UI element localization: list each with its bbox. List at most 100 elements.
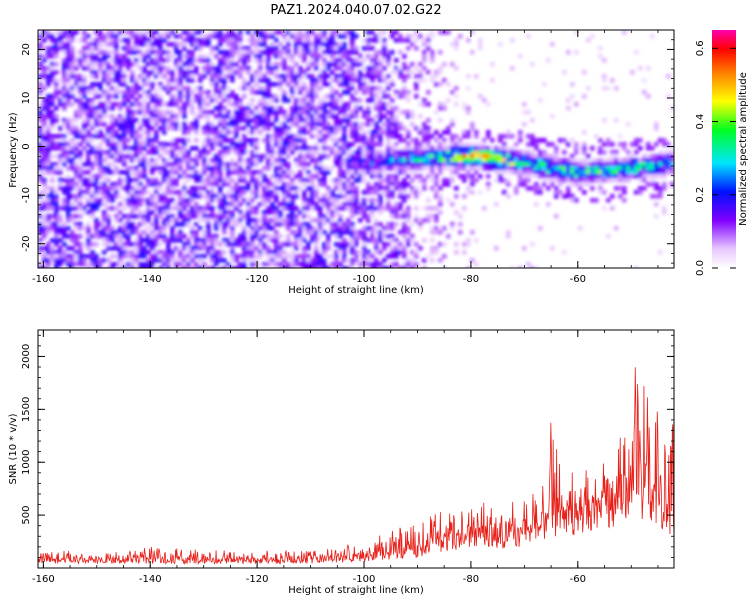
heatmap-cell <box>154 226 159 231</box>
heatmap-cell <box>134 110 139 115</box>
heatmap-cell <box>306 246 311 251</box>
heatmap-cell <box>170 74 175 79</box>
heatmap-cell <box>126 94 131 99</box>
heatmap-cell <box>302 98 307 103</box>
heatmap-cell <box>46 166 51 171</box>
heatmap-cell <box>666 162 671 167</box>
heatmap-cell <box>498 166 503 171</box>
heatmap-cell <box>126 182 131 187</box>
heatmap-cell <box>374 86 379 91</box>
heatmap-cell <box>74 186 79 191</box>
heatmap-cell <box>446 82 451 87</box>
heatmap-cell <box>154 146 159 151</box>
heatmap-cell <box>242 66 247 71</box>
heatmap-cell <box>470 30 475 35</box>
heatmap-cell <box>510 154 515 159</box>
heatmap-cell <box>242 262 247 267</box>
heatmap-cell <box>282 198 287 203</box>
heatmap-cell <box>254 162 259 167</box>
heatmap-cell <box>114 242 119 247</box>
heatmap-cell <box>234 34 239 39</box>
heatmap-cell <box>642 162 647 167</box>
heatmap-cell <box>222 162 227 167</box>
heatmap-cell <box>130 118 135 123</box>
heatmap-cell <box>78 114 83 119</box>
heatmap-cell <box>310 178 315 183</box>
heatmap-cell <box>502 166 507 171</box>
heatmap-cell <box>370 186 375 191</box>
heatmap-cell <box>234 238 239 243</box>
heatmap-cell <box>258 130 263 135</box>
heatmap-cell <box>362 86 367 91</box>
heatmap-cell <box>102 218 107 223</box>
heatmap-cell <box>382 90 387 95</box>
heatmap-cell <box>62 250 67 255</box>
heatmap-cell <box>638 138 643 143</box>
heatmap-cell <box>410 258 415 263</box>
heatmap-cell <box>62 46 67 51</box>
heatmap-cell <box>226 238 231 243</box>
heatmap-cell <box>650 146 655 151</box>
heatmap-cell <box>418 218 423 223</box>
heatmap-cell <box>158 234 163 239</box>
heatmap-cell <box>414 194 419 199</box>
heatmap-cell <box>426 70 431 75</box>
heatmap-cell <box>394 166 399 171</box>
heatmap-cell <box>70 158 75 163</box>
heatmap-cell <box>150 202 155 207</box>
heatmap-cell <box>282 262 287 267</box>
heatmap-cell <box>330 146 335 151</box>
heatmap-cell <box>314 34 319 39</box>
heatmap-cell <box>270 110 275 115</box>
heatmap-cell <box>342 186 347 191</box>
heatmap-cell <box>346 122 351 127</box>
heatmap-cell <box>238 30 243 35</box>
heatmap-cell <box>346 154 351 159</box>
heatmap-cell <box>350 206 355 211</box>
heatmap-cell <box>402 178 407 183</box>
heatmap-cell <box>402 182 407 187</box>
heatmap-cell <box>374 70 379 75</box>
heatmap-cell <box>298 210 303 215</box>
heatmap-cell <box>90 206 95 211</box>
heatmap-cell <box>306 150 311 155</box>
heatmap-cell <box>98 34 103 39</box>
heatmap-cell <box>330 226 335 231</box>
heatmap-cell <box>294 50 299 55</box>
heatmap-cell <box>42 158 47 163</box>
heatmap-cell <box>498 138 503 143</box>
heatmap-cell <box>406 94 411 99</box>
heatmap-cell <box>222 62 227 67</box>
heatmap-cell <box>110 94 115 99</box>
heatmap-cell <box>298 70 303 75</box>
heatmap-cell <box>202 66 207 71</box>
heatmap-cell <box>58 46 63 51</box>
heatmap-cell <box>338 126 343 131</box>
heatmap-cell <box>278 78 283 83</box>
heatmap-cell <box>218 254 223 259</box>
heatmap-cell <box>250 174 255 179</box>
heatmap-cell <box>650 170 655 175</box>
heatmap-cell <box>286 218 291 223</box>
heatmap-cell <box>122 214 127 219</box>
heatmap-cell <box>282 242 287 247</box>
heatmap-cell <box>306 162 311 167</box>
heatmap-cell <box>434 182 439 187</box>
heatmap-cell <box>122 138 127 143</box>
heatmap-cell <box>94 154 99 159</box>
heatmap-cell <box>110 230 115 235</box>
heatmap-cell <box>614 170 619 175</box>
heatmap-cell <box>178 86 183 91</box>
heatmap-cell <box>122 246 127 251</box>
heatmap-cell <box>198 114 203 119</box>
heatmap-cell <box>418 126 423 131</box>
heatmap-cell <box>370 134 375 139</box>
heatmap-cell <box>182 70 187 75</box>
heatmap-cell <box>154 138 159 143</box>
heatmap-cell <box>398 158 403 163</box>
heatmap-cell <box>62 82 67 87</box>
heatmap-cell <box>114 170 119 175</box>
heatmap-cell <box>150 238 155 243</box>
heatmap-cell <box>346 242 351 247</box>
